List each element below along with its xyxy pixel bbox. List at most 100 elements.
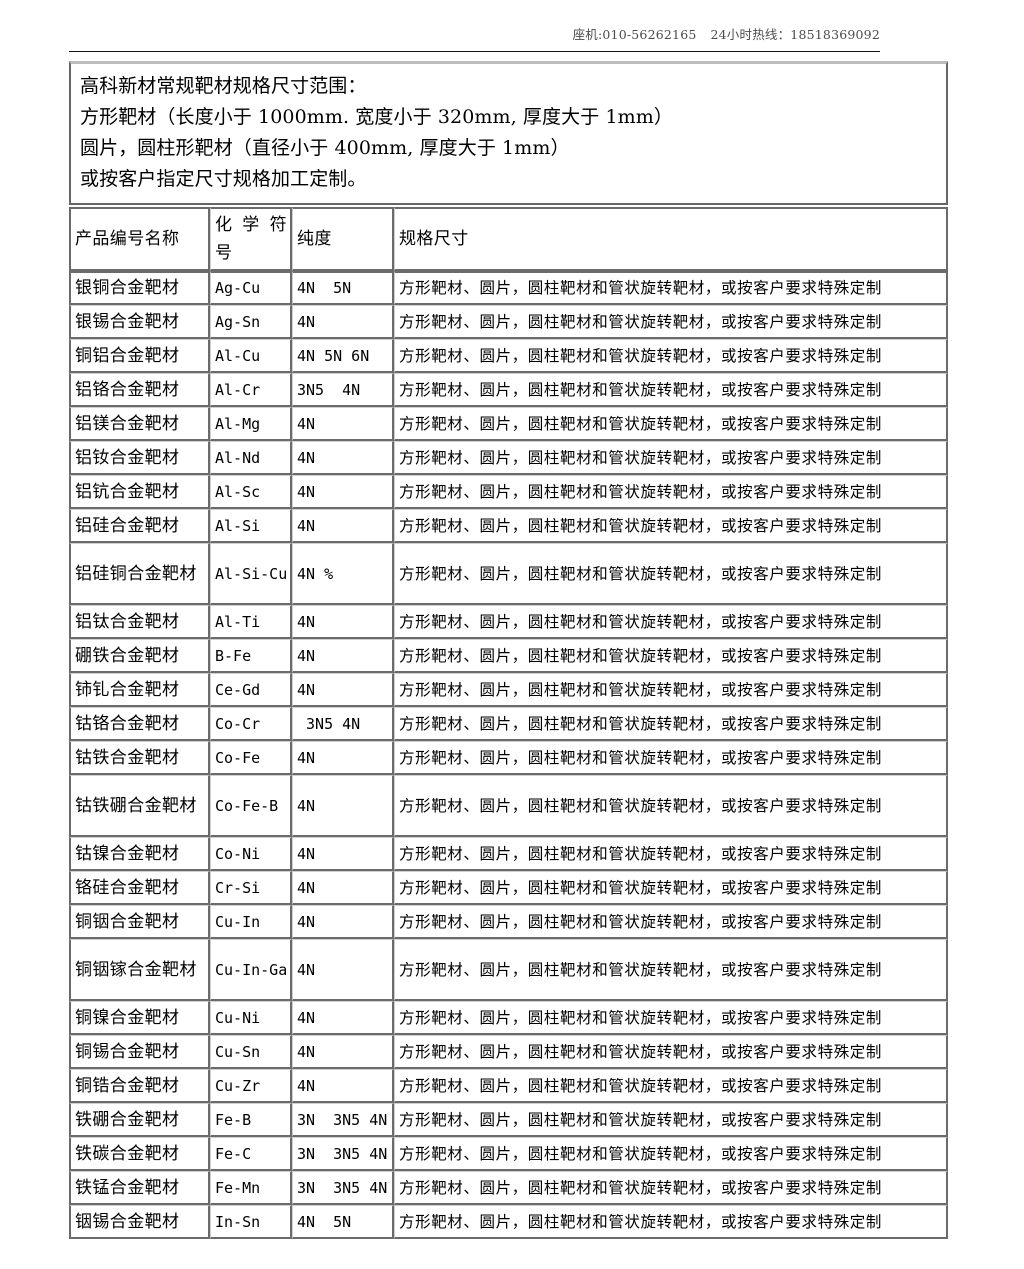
cell-purity: 3N 3N5 4N: [292, 1171, 394, 1205]
cell-product-name: 银铜合金靶材: [69, 271, 210, 305]
cell-specification: 方形靶材、圆片，圆柱靶材和管状旋转靶材，或按客户要求特殊定制: [394, 543, 948, 605]
cell-specification: 方形靶材、圆片，圆柱靶材和管状旋转靶材，或按客户要求特殊定制: [394, 605, 948, 639]
intro-line-1: 高科新材常规靶材规格尺寸范围：: [80, 75, 367, 97]
cell-chemical-symbol: Cu-Sn: [210, 1035, 292, 1069]
purity-text: 4N: [297, 612, 316, 631]
table-row: 铁硼合金靶材 Fe-B 3N 3N5 4N 方形靶材、圆片，圆柱靶材和管状旋转靶材，或…: [69, 1103, 948, 1137]
cell-product-name: 铝铬合金靶材: [69, 373, 210, 407]
table-row: 硼铁合金靶材 B-Fe 4N 方形靶材、圆片，圆柱靶材和管状旋转靶材，或按客户要求特殊…: [69, 639, 948, 673]
cell-specification: 方形靶材、圆片，圆柱靶材和管状旋转靶材，或按客户要求特殊定制: [394, 1103, 948, 1137]
chemical-symbol-text: Al-Mg: [215, 414, 261, 433]
cell-product-name: 铈钆合金靶材: [69, 673, 210, 707]
cell-product-name: 铟锡合金靶材: [69, 1205, 210, 1239]
cell-specification: 方形靶材、圆片，圆柱靶材和管状旋转靶材，或按客户要求特殊定制: [394, 707, 948, 741]
specification-text: 方形靶材、圆片，圆柱靶材和管状旋转靶材，或按客户要求特殊定制: [399, 960, 883, 979]
cell-chemical-symbol: B-Fe: [210, 639, 292, 673]
purity-text: 4N: [297, 748, 316, 767]
cell-product-name: 铜镍合金靶材: [69, 1001, 210, 1035]
cell-purity: 4N: [292, 475, 394, 509]
table-row: 铝硅铜合金靶材 Al-Si-Cu 4N % 方形靶材、圆片，圆柱靶材和管状旋转靶材，或…: [69, 543, 948, 605]
cell-purity: 3N 3N5 4N: [292, 1137, 394, 1171]
purity-text: 4N: [297, 844, 316, 863]
purity-text: 4N: [297, 960, 316, 979]
specification-text: 方形靶材、圆片，圆柱靶材和管状旋转靶材，或按客户要求特殊定制: [399, 878, 883, 897]
intro-box: 高科新材常规靶材规格尺寸范围： 方形靶材（长度小于 1000mm. 宽度小于 3…: [69, 61, 948, 205]
cell-chemical-symbol: In-Sn: [210, 1205, 292, 1239]
product-name-text: 铜铝合金靶材: [75, 345, 180, 366]
header-hotline: 24小时热线：18518369092: [710, 27, 880, 42]
table-row: 铬硅合金靶材 Cr-Si 4N 方形靶材、圆片，圆柱靶材和管状旋转靶材，或按客户要求特…: [69, 871, 948, 905]
cell-specification: 方形靶材、圆片，圆柱靶材和管状旋转靶材，或按客户要求特殊定制: [394, 775, 948, 837]
purity-text: 4N %: [297, 564, 334, 583]
table-row: 钴铁合金靶材 Co-Fe 4N 方形靶材、圆片，圆柱靶材和管状旋转靶材，或按客户要求特…: [69, 741, 948, 775]
cell-specification: 方形靶材、圆片，圆柱靶材和管状旋转靶材，或按客户要求特殊定制: [394, 407, 948, 441]
chemical-symbol-text: Co-Ni: [215, 844, 261, 863]
cell-chemical-symbol: Al-Cr: [210, 373, 292, 407]
purity-text: 4N: [297, 448, 316, 467]
intro-line-3: 圆片，圆柱形靶材（直径小于 400mm, 厚度大于 1mm）: [80, 137, 570, 159]
product-name-text: 铜铟合金靶材: [75, 911, 180, 932]
table-row: 银锡合金靶材 Ag-Sn 4N 方形靶材、圆片，圆柱靶材和管状旋转靶材，或按客户要求特…: [69, 305, 948, 339]
chemical-symbol-text: Al-Ti: [215, 612, 261, 631]
cell-chemical-symbol: Al-Sc: [210, 475, 292, 509]
cell-chemical-symbol: Cr-Si: [210, 871, 292, 905]
product-name-text: 钴铬合金靶材: [75, 713, 180, 734]
cell-specification: 方形靶材、圆片，圆柱靶材和管状旋转靶材，或按客户要求特殊定制: [394, 871, 948, 905]
cell-chemical-symbol: Al-Nd: [210, 441, 292, 475]
specification-text: 方形靶材、圆片，圆柱靶材和管状旋转靶材，或按客户要求特殊定制: [399, 564, 883, 583]
specification-text: 方形靶材、圆片，圆柱靶材和管状旋转靶材，或按客户要求特殊定制: [399, 912, 883, 931]
column-header-purity: 纯度: [292, 207, 394, 271]
cell-purity: 4N: [292, 1035, 394, 1069]
cell-specification: 方形靶材、圆片，圆柱靶材和管状旋转靶材，或按客户要求特殊定制: [394, 1001, 948, 1035]
cell-chemical-symbol: Fe-Mn: [210, 1171, 292, 1205]
cell-chemical-symbol: Co-Fe: [210, 741, 292, 775]
cell-specification: 方形靶材、圆片，圆柱靶材和管状旋转靶材，或按客户要求特殊定制: [394, 1205, 948, 1239]
specification-text: 方形靶材、圆片，圆柱靶材和管状旋转靶材，或按客户要求特殊定制: [399, 748, 883, 767]
table-row: 铟锡合金靶材 In-Sn 4N 5N 方形靶材、圆片，圆柱靶材和管状旋转靶材，或按客户…: [69, 1205, 948, 1239]
product-name-text: 铜镍合金靶材: [75, 1007, 180, 1028]
table-row: 铁碳合金靶材 Fe-C 3N 3N5 4N 方形靶材、圆片，圆柱靶材和管状旋转靶材，或…: [69, 1137, 948, 1171]
chemical-symbol-text: Ag-Sn: [215, 312, 261, 331]
product-name-text: 银铜合金靶材: [75, 278, 180, 298]
purity-text: 4N: [297, 912, 316, 931]
cell-product-name: 铝钕合金靶材: [69, 441, 210, 475]
chemical-symbol-text: Al-Cu: [215, 346, 261, 365]
cell-chemical-symbol: Co-Cr: [210, 707, 292, 741]
specification-text: 方形靶材、圆片，圆柱靶材和管状旋转靶材，或按客户要求特殊定制: [399, 414, 883, 433]
product-name-text: 铝硅合金靶材: [75, 515, 180, 536]
table-row: 铜锆合金靶材 Cu-Zr 4N 方形靶材、圆片，圆柱靶材和管状旋转靶材，或按客户要求特…: [69, 1069, 948, 1103]
product-name-text: 铜铟镓合金靶材: [75, 959, 197, 980]
specification-text: 方形靶材、圆片，圆柱靶材和管状旋转靶材，或按客户要求特殊定制: [399, 844, 883, 863]
purity-text: 4N: [297, 1042, 316, 1061]
table-row: 铈钆合金靶材 Ce-Gd 4N 方形靶材、圆片，圆柱靶材和管状旋转靶材，或按客户要求特…: [69, 673, 948, 707]
cell-purity: 4N: [292, 939, 394, 1001]
product-name-text: 钴铁合金靶材: [75, 747, 180, 768]
cell-purity: 3N 3N5 4N: [292, 1103, 394, 1137]
table-row: 钴铁硼合金靶材 Co-Fe-B 4N 方形靶材、圆片，圆柱靶材和管状旋转靶材，或按客户…: [69, 775, 948, 837]
cell-product-name: 铜锡合金靶材: [69, 1035, 210, 1069]
chemical-symbol-text: Al-Sc: [215, 482, 261, 501]
cell-specification: 方形靶材、圆片，圆柱靶材和管状旋转靶材，或按客户要求特殊定制: [394, 1069, 948, 1103]
cell-specification: 方形靶材、圆片，圆柱靶材和管状旋转靶材，或按客户要求特殊定制: [394, 373, 948, 407]
table-row: 铁锰合金靶材 Fe-Mn 3N 3N5 4N 方形靶材、圆片，圆柱靶材和管状旋转靶材，…: [69, 1171, 948, 1205]
specification-text: 方形靶材、圆片，圆柱靶材和管状旋转靶材，或按客户要求特殊定制: [399, 482, 883, 501]
column-header-spec: 规格尺寸: [394, 207, 948, 271]
chemical-symbol-text: In-Sn: [215, 1212, 261, 1231]
purity-text: 4N 5N: [297, 279, 352, 297]
table-row: 铝钛合金靶材 Al-Ti 4N 方形靶材、圆片，圆柱靶材和管状旋转靶材，或按客户要求特…: [69, 605, 948, 639]
purity-text: 4N 5N: [297, 1212, 352, 1231]
cell-product-name: 铝钪合金靶材: [69, 475, 210, 509]
cell-specification: 方形靶材、圆片，圆柱靶材和管状旋转靶材，或按客户要求特殊定制: [394, 905, 948, 939]
specification-text: 方形靶材、圆片，圆柱靶材和管状旋转靶材，或按客户要求特殊定制: [399, 646, 883, 665]
specification-text: 方形靶材、圆片，圆柱靶材和管状旋转靶材，或按客户要求特殊定制: [399, 612, 883, 631]
table-row: 铜铟镓合金靶材 Cu-In-Ga 4N 方形靶材、圆片，圆柱靶材和管状旋转靶材，或按客…: [69, 939, 948, 1001]
cell-product-name: 铜铝合金靶材: [69, 339, 210, 373]
chemical-symbol-text: Cu-Ni: [215, 1008, 261, 1027]
purity-text: 3N5 4N: [297, 380, 361, 399]
cell-product-name: 铁硼合金靶材: [69, 1103, 210, 1137]
header-phone: 座机:010-56262165: [572, 27, 697, 42]
chemical-symbol-text: Al-Nd: [215, 448, 261, 467]
cell-product-name: 铝镁合金靶材: [69, 407, 210, 441]
cell-purity: 4N: [292, 605, 394, 639]
cell-product-name: 铁锰合金靶材: [69, 1171, 210, 1205]
